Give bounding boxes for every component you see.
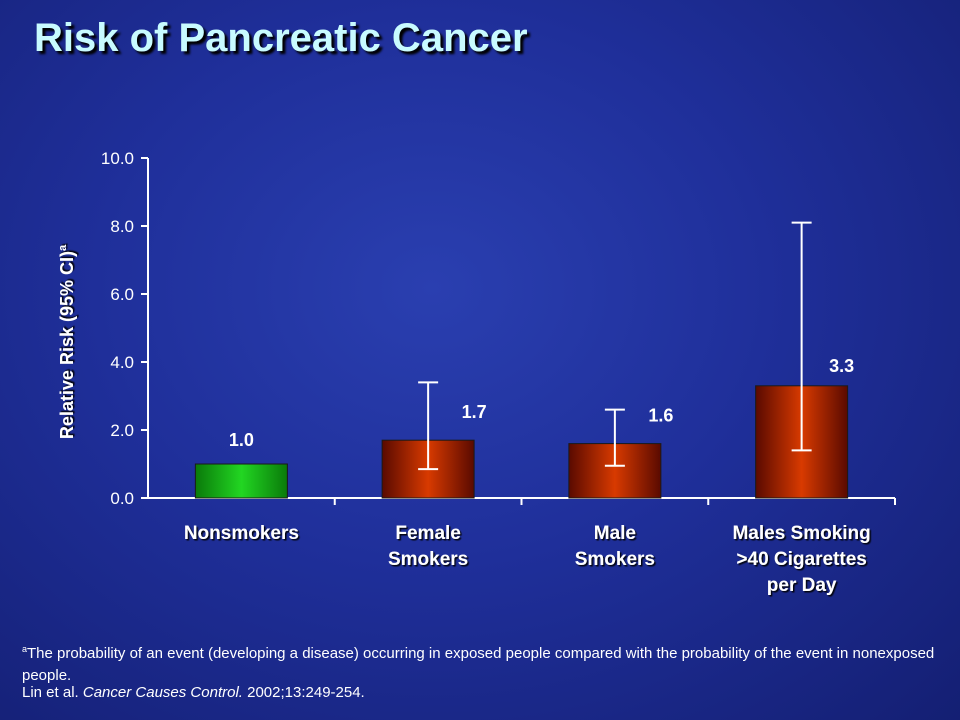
- x-tick-label-line: Smokers: [388, 549, 468, 570]
- bar: [194, 463, 288, 499]
- x-tick-label-line: per Day: [767, 575, 837, 596]
- x-tick-label-line: Nonsmokers: [184, 523, 299, 544]
- y-tick-label: 6.0: [110, 285, 134, 304]
- x-tick-label-line: Males Smoking: [732, 523, 870, 544]
- y-axis-label-superscript: a: [57, 244, 69, 251]
- x-tick-label-line: >40 Cigarettes: [736, 549, 866, 570]
- x-tick-label-line: Smokers: [575, 549, 655, 570]
- footnote-marker: a: [22, 644, 28, 654]
- data-label: 3.3: [829, 356, 854, 376]
- data-label: 1.0: [229, 430, 254, 450]
- footnote: aThe probability of an event (developing…: [22, 638, 952, 687]
- data-label: 1.6: [648, 406, 673, 426]
- x-tick-label: Males Smoking >40 Cigarettes per Day: [732, 523, 870, 596]
- x-tick-label: Male Smokers: [575, 523, 655, 570]
- citation-authors: Lin et al.: [22, 684, 83, 701]
- x-tick-label-line: Male: [594, 523, 636, 544]
- footnote-text: The probability of an event (developing …: [22, 645, 935, 684]
- citation-details: 2002;13:249-254.: [242, 684, 365, 701]
- y-tick-label: 2.0: [110, 421, 134, 440]
- data-label: 1.7: [462, 402, 487, 422]
- citation: Lin et al. Cancer Causes Control. 2002;1…: [22, 684, 365, 701]
- citation-journal: Cancer Causes Control.: [82, 684, 243, 701]
- y-axis-label: Relative Risk (95% CI)a: [57, 244, 77, 439]
- page-title: Risk of Pancreatic Cancer: [34, 16, 528, 60]
- x-tick-label: Female Smokers: [388, 523, 468, 570]
- y-tick-label: 10.0: [101, 149, 134, 168]
- x-tick-label-line: Female: [395, 523, 460, 544]
- y-tick-label: 0.0: [110, 489, 134, 508]
- x-tick-label: Nonsmokers: [184, 523, 299, 544]
- y-tick-label: 4.0: [110, 353, 134, 372]
- y-tick-label: 8.0: [110, 217, 134, 236]
